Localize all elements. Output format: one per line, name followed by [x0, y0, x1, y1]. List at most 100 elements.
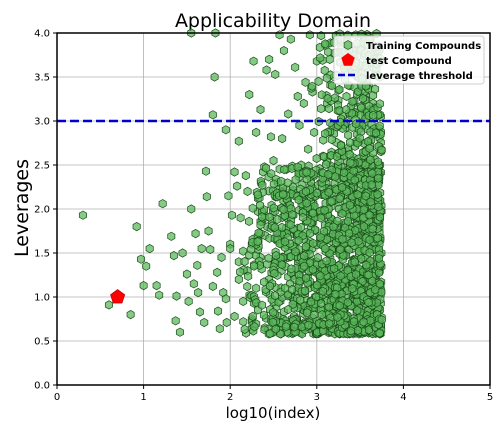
y-axis-ticks: 0.0 0.5 1.0 1.5 2.0 2.5 3.0 3.5 4.0: [34, 29, 57, 392]
training-point: [234, 136, 243, 146]
training-point: [78, 210, 87, 220]
training-point: [256, 200, 265, 210]
training-point: [297, 222, 306, 233]
training-point: [324, 302, 333, 312]
y-tick-label: 1.5: [34, 249, 50, 260]
training-point: [184, 296, 193, 307]
training-point: [350, 257, 359, 267]
training-point: [294, 195, 303, 205]
training-point: [316, 213, 325, 223]
training-point: [299, 98, 308, 109]
training-point: [250, 261, 259, 271]
training-point: [169, 250, 178, 261]
training-point: [362, 260, 371, 270]
training-point: [343, 297, 352, 308]
training-point: [248, 203, 257, 213]
training-point: [301, 186, 310, 197]
training-point: [191, 228, 200, 239]
legend-training-marker: [343, 40, 353, 50]
training-point: [340, 167, 349, 178]
training-point: [249, 56, 258, 66]
training-point: [247, 244, 256, 254]
training-point: [345, 200, 354, 210]
training-point: [298, 212, 307, 223]
training-point: [351, 269, 360, 279]
training-point: [310, 127, 319, 138]
training-point: [175, 327, 184, 337]
training-point: [254, 228, 263, 238]
legend: Training Compounds test Compound leverag…: [333, 35, 485, 85]
y-tick-label: 3.5: [34, 73, 50, 84]
training-point: [327, 196, 336, 206]
training-point: [327, 134, 336, 145]
training-point: [293, 91, 302, 102]
training-point: [262, 163, 271, 173]
training-point: [359, 317, 368, 327]
training-point: [230, 167, 239, 177]
training-point: [269, 203, 278, 213]
y-tick-label: 2.0: [34, 205, 50, 216]
training-point: [248, 311, 257, 322]
training-point: [346, 137, 354, 148]
training-point: [126, 309, 135, 320]
training-point: [374, 253, 383, 263]
training-point: [264, 253, 273, 263]
training-point: [338, 234, 347, 244]
training-point: [195, 307, 204, 317]
training-point: [316, 232, 325, 242]
training-point: [302, 167, 311, 178]
training-point: [277, 260, 286, 270]
training-point: [271, 324, 280, 334]
training-point: [331, 289, 340, 299]
training-point: [336, 140, 345, 151]
y-tick-label: 1.0: [34, 293, 50, 304]
training-point: [324, 47, 333, 57]
training-point: [269, 155, 278, 166]
training-point: [221, 294, 230, 304]
training-point: [351, 225, 360, 236]
training-point: [366, 155, 375, 165]
training-point: [348, 283, 357, 294]
training-point: [305, 30, 314, 40]
training-point: [256, 220, 265, 230]
legend-training-label: Training Compounds: [366, 41, 481, 52]
training-point: [273, 214, 282, 225]
training-point: [300, 261, 309, 271]
training-point: [321, 39, 330, 49]
training-point: [291, 175, 300, 185]
training-point: [252, 127, 261, 138]
training-point: [353, 325, 362, 336]
training-point: [266, 132, 275, 142]
training-point: [230, 311, 239, 322]
training-point: [201, 166, 210, 176]
training-point: [374, 173, 383, 183]
training-point: [189, 279, 198, 289]
training-point: [258, 212, 266, 222]
training-point: [268, 317, 277, 327]
training-point: [258, 180, 267, 190]
training-point: [374, 202, 383, 212]
training-point: [323, 93, 332, 104]
training-point: [236, 213, 245, 223]
training-point: [365, 248, 374, 258]
training-point: [365, 210, 374, 220]
training-point: [222, 317, 231, 328]
x-axis-ticks: 0 1 2 3 4 5: [54, 385, 493, 403]
training-point: [364, 297, 373, 308]
training-point: [142, 261, 151, 271]
training-point: [335, 301, 344, 311]
x-tick-label: 1: [140, 392, 146, 403]
training-point: [145, 243, 154, 254]
training-point: [348, 96, 357, 107]
training-point: [330, 263, 339, 274]
training-point: [335, 194, 344, 204]
training-point: [256, 104, 265, 115]
training-point: [336, 244, 345, 255]
training-point: [258, 300, 267, 310]
training-point: [197, 243, 206, 254]
training-point: [284, 109, 293, 119]
training-point: [193, 260, 202, 270]
training-point: [317, 298, 326, 309]
training-point: [158, 199, 167, 209]
training-point: [265, 281, 274, 291]
